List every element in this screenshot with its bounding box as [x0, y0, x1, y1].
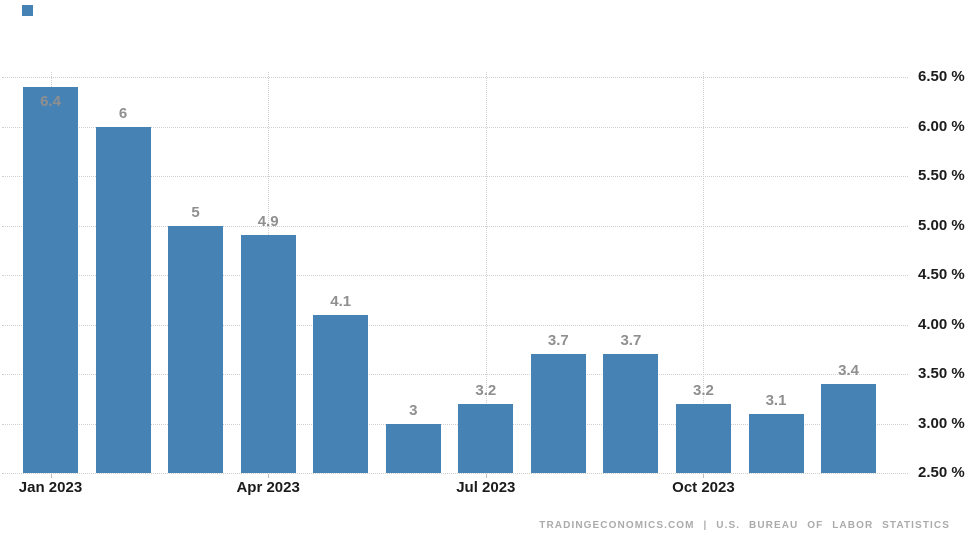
x-axis-tick [50, 474, 52, 478]
y-axis-tick-label: 4.00 % [918, 315, 965, 333]
x-axis-tick [703, 474, 705, 478]
x-axis-tick [268, 474, 270, 478]
bar[interactable] [675, 403, 731, 473]
y-axis-tick-label: 2.50 % [918, 464, 965, 481]
y-axis-tick-label: 5.00 % [918, 216, 965, 234]
y-axis-tick-label: 3.50 % [918, 365, 965, 382]
horizontal-gridline [2, 176, 908, 177]
x-axis-tick-label: Jan 2023 [18, 479, 83, 496]
bar-value-label: 6.4 [40, 92, 61, 110]
bar-value-label: 3.7 [620, 332, 642, 350]
bar[interactable] [313, 314, 369, 473]
vertical-gridline [703, 72, 705, 473]
horizontal-gridline [2, 126, 908, 128]
bar[interactable] [95, 126, 151, 473]
bar-value-label: 3.2 [475, 381, 497, 399]
trading-economics-logo-mark [22, 5, 33, 16]
bar[interactable] [458, 403, 514, 473]
x-axis-tick-label: Apr 2023 [236, 479, 300, 496]
y-axis-tick-label: 5.50 % [918, 167, 965, 184]
bar-value-label: 3.4 [838, 361, 859, 379]
y-axis-tick-label: 3.00 % [918, 414, 965, 432]
horizontal-gridline [2, 77, 908, 78]
horizontal-gridline [2, 374, 908, 375]
bar[interactable] [603, 354, 659, 473]
horizontal-gridline [2, 423, 908, 425]
x-axis-tick-label: Jul 2023 [456, 479, 516, 496]
y-axis-tick-label: 4.50 % [918, 266, 965, 283]
bar[interactable] [23, 86, 78, 473]
x-axis-tick-label: Oct 2023 [672, 479, 735, 496]
bar-value-label: 4.9 [257, 213, 279, 231]
bar-value-label: 6 [118, 104, 128, 122]
bar-value-label: 3 [409, 401, 418, 419]
bar[interactable] [530, 354, 586, 473]
horizontal-gridline [2, 473, 908, 474]
bar[interactable] [240, 235, 296, 473]
horizontal-gridline [2, 275, 908, 276]
bar-value-label: 3.7 [547, 332, 569, 350]
bar-value-label: 5 [191, 203, 200, 221]
y-axis-tick-label: 6.00 % [918, 117, 965, 135]
bar[interactable] [821, 383, 877, 473]
horizontal-gridline [2, 324, 908, 326]
bar[interactable] [168, 225, 224, 473]
y-axis-tick-label: 6.50 % [918, 68, 965, 85]
bar-value-label: 4.1 [330, 292, 352, 310]
bar[interactable] [385, 423, 441, 473]
vertical-gridline [485, 72, 487, 473]
bar[interactable] [748, 413, 804, 473]
bar-value-label: 3.2 [693, 381, 714, 399]
attribution-text: TRADINGECONOMICS.COM | U.S. BUREAU OF LA… [539, 520, 950, 531]
x-axis-tick [485, 474, 487, 478]
bar-value-label: 3.1 [765, 391, 787, 409]
horizontal-gridline [2, 225, 908, 227]
